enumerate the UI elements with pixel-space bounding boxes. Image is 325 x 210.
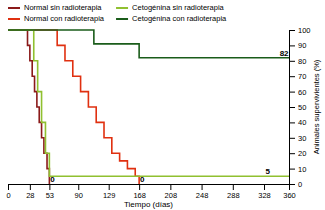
x-tick-label: 0 <box>6 191 10 200</box>
x-tick: 53 <box>46 184 54 200</box>
x-tick-label: 28 <box>26 191 34 200</box>
y-tick-mark <box>289 169 295 170</box>
chart: 0285390129168208248288328360010203040506… <box>0 0 325 210</box>
x-tick: 288 <box>227 184 240 200</box>
y-tick: 10 <box>289 165 306 174</box>
x-tick: 129 <box>103 184 116 200</box>
x-axis-title: Tiempo (días) <box>124 200 173 209</box>
x-tick-mark <box>264 184 265 190</box>
x-tick: 28 <box>26 184 34 200</box>
y-tick: 90 <box>289 41 306 50</box>
plot-area: 0285390129168208248288328360010203040506… <box>6 26 310 200</box>
y-tick-mark <box>289 184 295 185</box>
y-tick-mark <box>289 122 295 123</box>
x-tick-label: 53 <box>46 191 54 200</box>
y-tick: 60 <box>289 88 306 97</box>
annotation: 0 <box>50 175 55 184</box>
legend: Normal sin radioterapia Normal con radiot… <box>8 3 227 23</box>
x-tick-label: 288 <box>227 191 240 200</box>
y-tick-mark <box>289 76 295 77</box>
legend-item: Cetogénina sin radioterapia <box>116 3 225 12</box>
y-axis: 0 10 20 30 40 50 60 70 80 90 100 <box>289 26 311 189</box>
legend-item: Cetogénina con radioterapia <box>116 14 227 23</box>
y-tick-label: 50 <box>298 103 306 112</box>
x-tick: 328 <box>258 184 271 200</box>
legend-swatch <box>8 18 20 20</box>
legend-swatch <box>116 7 128 9</box>
y-tick: 80 <box>289 57 306 66</box>
y-tick: 70 <box>289 72 306 81</box>
x-tick-label: 208 <box>165 191 178 200</box>
x-tick: 0 <box>6 184 10 200</box>
series-line <box>8 30 289 58</box>
y-tick: 20 <box>289 149 306 158</box>
legend-swatch <box>8 7 20 9</box>
x-tick-mark <box>49 184 50 190</box>
y-tick-mark <box>289 92 295 93</box>
y-tick-label: 30 <box>298 134 306 143</box>
series-line <box>8 30 289 176</box>
x-tick: 360 <box>283 184 296 200</box>
legend-item: Normal con radioterapia <box>8 14 105 23</box>
series-line <box>8 30 49 184</box>
annotation: 5 <box>266 167 271 176</box>
legend-label: Normal sin radioterapia <box>24 3 102 12</box>
y-tick: 0 <box>289 180 302 189</box>
y-tick-label: 0 <box>298 180 302 189</box>
x-tick-mark <box>233 184 234 190</box>
x-tick: 168 <box>133 184 146 200</box>
x-tick-mark <box>78 184 79 190</box>
x-tick: 90 <box>75 184 83 200</box>
y-tick-label: 20 <box>298 149 306 158</box>
x-axis: 0 28 53 90 129 168 208 248 288 328 360 <box>6 184 295 200</box>
x-tick-label: 129 <box>103 191 116 200</box>
y-tick-mark <box>289 30 295 31</box>
y-tick-mark <box>289 107 295 108</box>
y-tick-label: 100 <box>298 26 311 35</box>
y-tick-label: 70 <box>298 72 306 81</box>
legend-label: Normal con radioterapia <box>24 14 105 23</box>
series-line <box>8 30 139 184</box>
legend-label: Cetogénina con radioterapia <box>132 14 227 23</box>
x-tick: 248 <box>196 184 209 200</box>
series-group <box>8 30 289 184</box>
legend-item: Normal sin radioterapia <box>8 3 102 12</box>
y-tick-mark <box>289 153 295 154</box>
x-tick-label: 90 <box>75 191 83 200</box>
annotation: 0 <box>140 175 145 184</box>
y-tick: 40 <box>289 118 306 127</box>
y-axis-title: Animales supervivientes (%) <box>312 59 321 154</box>
x-axis-line <box>9 185 290 191</box>
y-tick-label: 90 <box>298 41 306 50</box>
y-tick-mark <box>289 61 295 62</box>
y-tick-label: 40 <box>298 118 306 127</box>
annotations: 0 0 5 82 <box>50 49 289 184</box>
x-tick-mark <box>139 184 140 190</box>
x-tick: 208 <box>165 184 178 200</box>
y-tick-label: 80 <box>298 57 306 66</box>
y-tick-label: 60 <box>298 88 306 97</box>
x-tick-mark <box>202 184 203 190</box>
y-axis-line <box>290 31 296 185</box>
x-tick-label: 360 <box>283 191 296 200</box>
y-tick: 100 <box>289 26 311 35</box>
y-tick: 50 <box>289 103 306 112</box>
x-tick-mark <box>8 184 9 190</box>
annotation: 82 <box>280 49 289 58</box>
x-tick-label: 248 <box>196 191 209 200</box>
legend-label: Cetogénina sin radioterapia <box>132 3 225 12</box>
x-tick-mark <box>109 184 110 190</box>
x-tick-label: 168 <box>133 191 146 200</box>
y-tick-mark <box>289 45 295 46</box>
y-tick-label: 10 <box>298 165 306 174</box>
legend-swatch <box>116 18 128 20</box>
y-tick: 30 <box>289 134 306 143</box>
x-tick-mark <box>30 184 31 190</box>
y-tick-mark <box>289 138 295 139</box>
x-tick-label: 328 <box>258 191 271 200</box>
x-tick-mark <box>170 184 171 190</box>
